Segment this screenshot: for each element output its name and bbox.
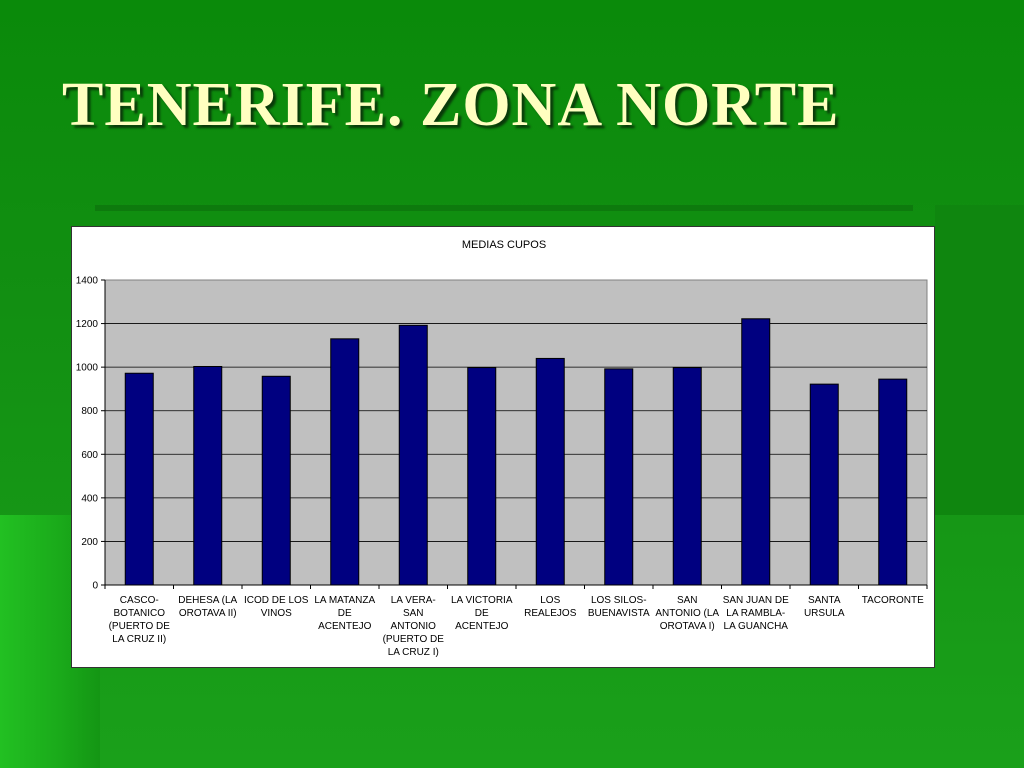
x-tick-label-line: SANTA	[808, 595, 841, 606]
x-tick-labels: CASCO- BOTANICO (PUERTO DE LA CRUZ II) DEHES…	[109, 595, 924, 658]
x-tick-label-line: SAN	[677, 595, 698, 606]
x-tick-label-line: BUENAVISTA	[588, 608, 650, 619]
x-tick-label-line: LOS SILOS-	[591, 595, 647, 606]
x-tick-label-line: LOS	[540, 595, 560, 606]
y-tick-label: 200	[81, 537, 98, 548]
y-tick-labels: 0 200 400 600 800 1000 1200 1400	[76, 276, 99, 592]
x-tick-label-line: (PUERTO DE	[383, 634, 445, 645]
x-tick-label: LA VERA- SAN ANTONIO (PUERTO DE LA CRUZ I)	[383, 595, 445, 658]
y-tick-label: 600	[81, 450, 98, 461]
gridlines	[105, 323, 927, 542]
bar-1	[193, 365, 223, 586]
x-tick-label-line: URSULA	[804, 608, 845, 619]
x-tick-label: TACORONTE	[862, 595, 924, 606]
x-tick-label-line: SAN JUAN DE	[723, 595, 789, 606]
chart-title: MEDIAS CUPOS	[462, 239, 546, 251]
x-tick-label: SAN JUAN DE LA RAMBLA- LA GUANCHA	[723, 595, 789, 632]
x-tick-label-line: (PUERTO DE	[109, 621, 171, 632]
x-tick-label-line: ACENTEJO	[318, 621, 372, 632]
bar-3	[330, 338, 360, 586]
x-tick-label: CASCO- BOTANICO (PUERTO DE LA CRUZ II)	[109, 595, 171, 645]
x-tick-label-line: LA RAMBLA-	[726, 608, 785, 619]
x-tick-label-line: REALEJOS	[524, 608, 577, 619]
y-tick-label: 1400	[76, 276, 99, 287]
x-tick-label-line: ANTONIO (LA	[655, 608, 719, 619]
x-tick-label: LOS SILOS- BUENAVISTA	[588, 595, 650, 619]
x-tick-label-line: LA GUANCHA	[724, 621, 789, 632]
x-tick-label: LA VICTORIA DE ACENTEJO	[451, 595, 513, 632]
bar-8	[672, 367, 702, 586]
background-accent-right	[935, 205, 1024, 515]
x-tick-label-line: DE	[475, 608, 489, 619]
x-tick-label-line: LA MATANZA	[314, 595, 375, 606]
x-tick-label: SANTA URSULA	[804, 595, 845, 619]
bar-10	[809, 383, 839, 586]
x-tick-label: ICOD DE LOS VINOS	[244, 595, 309, 619]
x-tick-label-line: ANTONIO	[391, 621, 437, 632]
x-tick-label: SAN ANTONIO (LA OROTAVA I)	[655, 595, 719, 632]
slide-title: TENERIFE. ZONA NORTE	[62, 71, 840, 139]
bar-2	[261, 375, 291, 586]
x-tick-label-line: OROTAVA I)	[660, 621, 715, 632]
bar-9	[741, 318, 771, 586]
y-tick-label: 1000	[76, 363, 99, 374]
x-tick-label-line: LA VICTORIA	[451, 595, 513, 606]
bar-11	[878, 378, 908, 586]
y-tick-label: 400	[81, 493, 98, 504]
x-tick-label-line: CASCO-	[120, 595, 159, 606]
x-tick-label-line: SAN	[403, 608, 424, 619]
x-tick-label-line: LA CRUZ I)	[388, 647, 439, 658]
bars	[124, 318, 908, 586]
axes	[101, 279, 928, 589]
x-tick-label-line: TACORONTE	[862, 595, 924, 606]
plot-area	[104, 279, 928, 586]
x-tick-label: LA MATANZA DE ACENTEJO	[314, 595, 375, 632]
background-accent-line	[95, 205, 913, 211]
x-tick-label-line: ICOD DE LOS	[244, 595, 309, 606]
x-tick-label-line: DE	[338, 608, 352, 619]
y-tick-label: 1200	[76, 319, 99, 330]
bar-chart: MEDIAS CUPOS 0 200 400 600 800 1000 1200 1400 C…	[76, 239, 928, 658]
x-tick-label-line: ACENTEJO	[455, 621, 509, 632]
x-tick-label-line: VINOS	[261, 608, 292, 619]
x-tick-label: DEHESA (LA OROTAVA II)	[178, 595, 237, 619]
x-tick-label-line: BOTANICO	[114, 608, 166, 619]
y-tick-label: 800	[81, 406, 98, 417]
bar-0	[124, 372, 154, 586]
bar-4	[398, 324, 428, 586]
x-tick-label: LOS REALEJOS	[524, 595, 577, 619]
x-tick-label-line: LA CRUZ II)	[112, 634, 166, 645]
x-tick-label-line: LA VERA-	[391, 595, 436, 606]
bar-6	[535, 357, 565, 586]
chart-frame: MEDIAS CUPOS 0 200 400 600 800 1000 1200 1400 C…	[71, 226, 935, 668]
y-tick-label: 0	[92, 581, 98, 592]
bar-7	[604, 368, 634, 586]
x-tick-label-line: OROTAVA II)	[179, 608, 237, 619]
bar-5	[467, 367, 497, 586]
x-tick-label-line: DEHESA (LA	[178, 595, 237, 606]
